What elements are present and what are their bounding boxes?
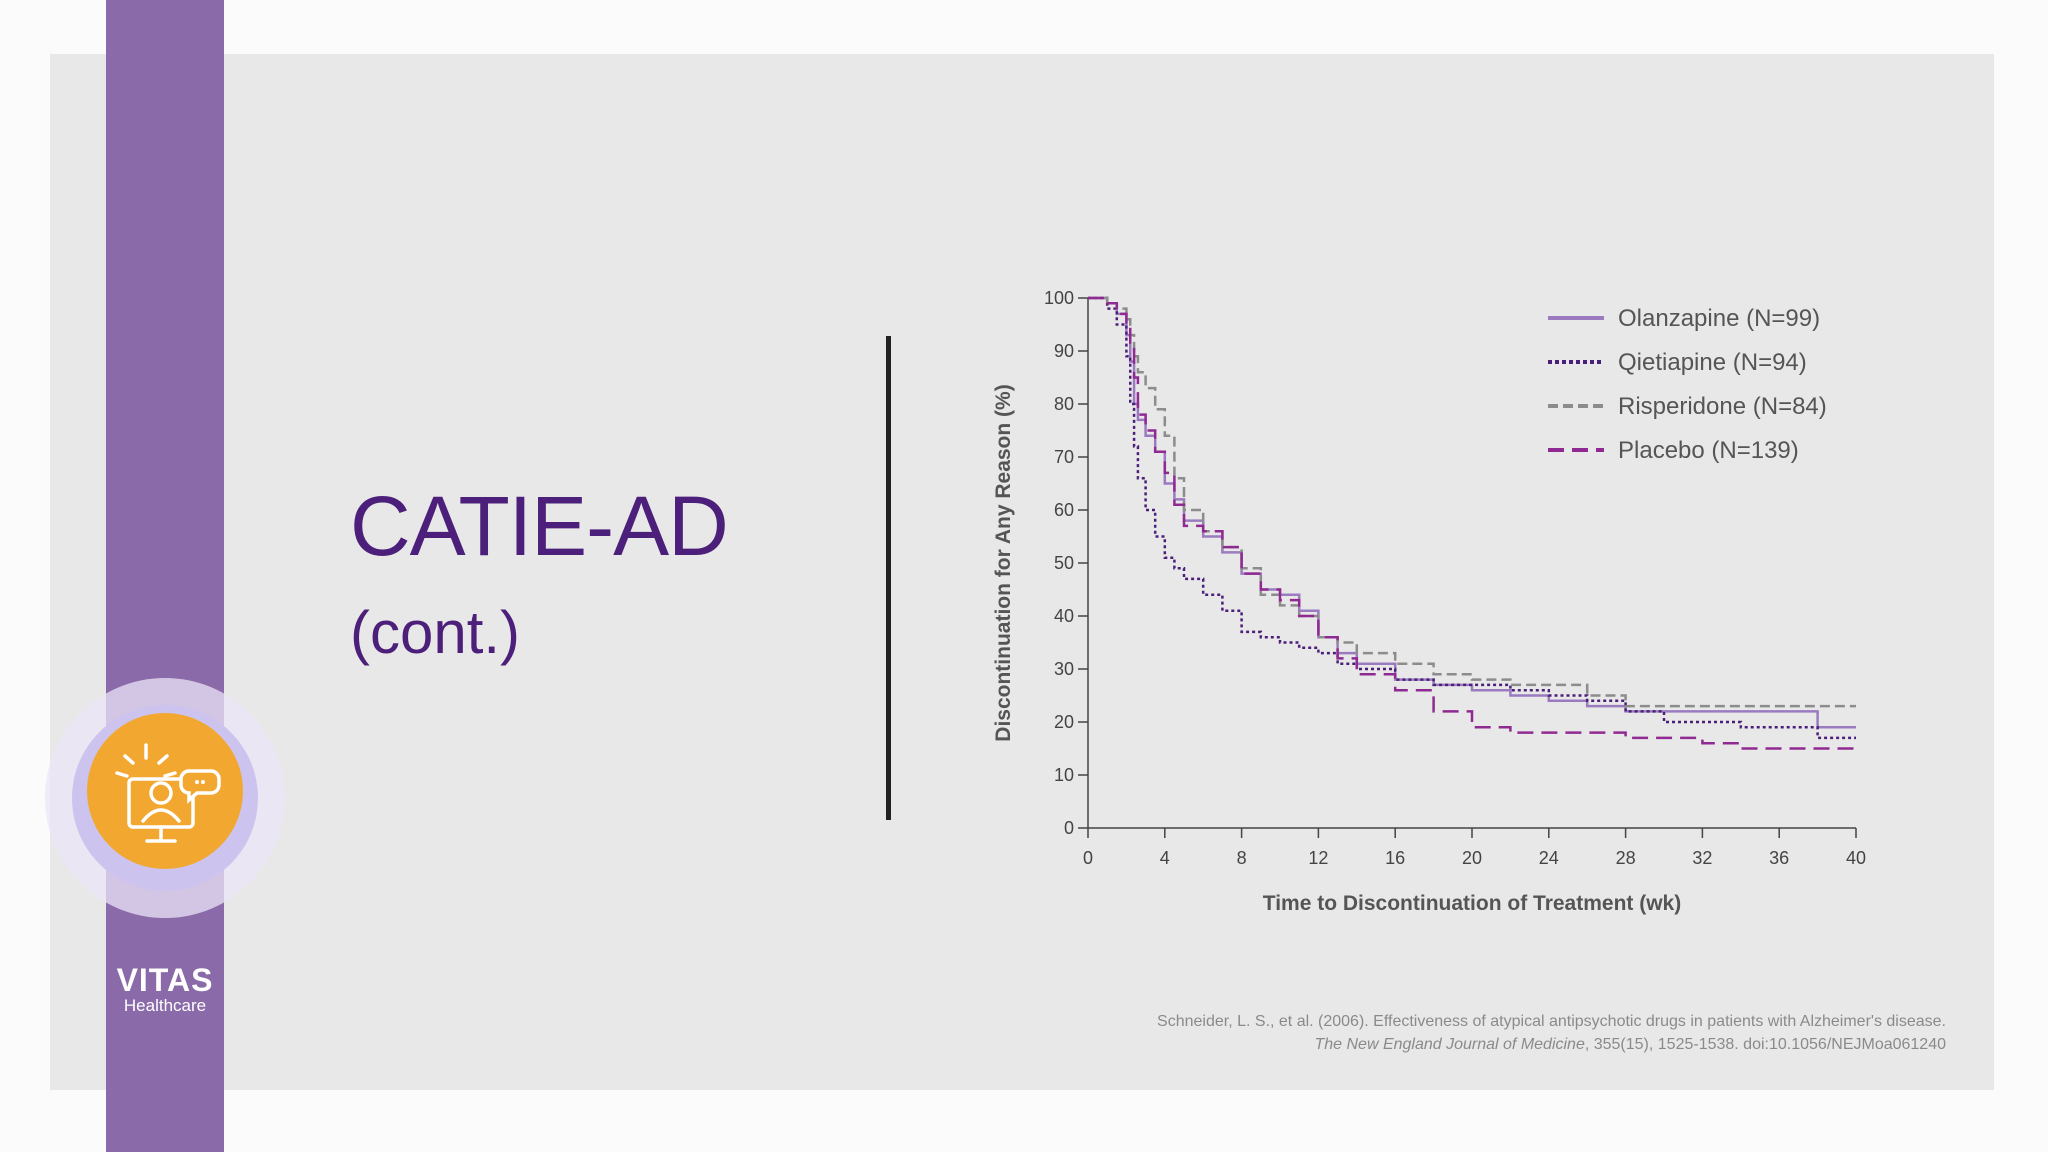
x-tick-label: 16: [1385, 848, 1405, 868]
slide-title: CATIE-AD: [350, 479, 729, 573]
x-tick-label: 4: [1160, 848, 1170, 868]
legend-label: Qietiapine (N=94): [1618, 349, 1807, 376]
slide-panel: [50, 54, 1994, 1090]
x-tick-label: 28: [1616, 848, 1636, 868]
citation-journal: The New England Journal of Medicine: [1314, 1036, 1585, 1053]
y-tick-label: 90: [1054, 341, 1074, 361]
y-tick-label: 20: [1054, 712, 1074, 732]
series-line-placebo: [1088, 296, 1856, 750]
y-tick-label: 70: [1054, 447, 1074, 467]
slide-subtitle: (cont.): [350, 599, 521, 666]
vitas-logo-subtitle: Healthcare: [123, 996, 207, 1015]
y-tick-label: 10: [1054, 765, 1074, 785]
citation-details: , 355(15), 1525-1538. doi:10.1056/NEJMoa…: [1584, 1036, 1946, 1053]
y-tick-label: 100: [1044, 288, 1074, 308]
y-tick-label: 40: [1054, 606, 1074, 626]
x-tick-label: 8: [1237, 848, 1247, 868]
purple-accent-band: [106, 0, 224, 1152]
x-tick-label: 40: [1846, 848, 1866, 868]
citation-line-2: The New England Journal of Medicine, 355…: [1314, 1036, 1946, 1054]
icon-badge: [87, 713, 243, 869]
x-tick-label: 36: [1769, 848, 1789, 868]
person-at-computer-icon: [115, 743, 221, 843]
y-tick-label: 80: [1054, 394, 1074, 414]
legend-label: Placebo (N=139): [1618, 437, 1799, 464]
y-tick-label: 50: [1054, 553, 1074, 573]
y-tick-label: 30: [1054, 659, 1074, 679]
legend-label: Olanzapine (N=99): [1618, 305, 1820, 332]
legend-label: Risperidone (N=84): [1618, 393, 1827, 420]
x-tick-label: 32: [1692, 848, 1712, 868]
x-tick-label: 0: [1083, 848, 1093, 868]
y-tick-label: 60: [1054, 500, 1074, 520]
x-tick-label: 24: [1539, 848, 1559, 868]
vertical-divider: [886, 336, 891, 820]
y-axis-label: Discontinuation for Any Reason (%): [992, 384, 1015, 741]
km-chart: 0 10 20 30 40 50 60 70 80 90 100 0 4 8 12 16 20 24 28 32 36 4…: [992, 288, 1866, 915]
citation-line-1: Schneider, L. S., et al. (2006). Effecti…: [1157, 1013, 1946, 1030]
x-axis-label: Time to Discontinuation of Treatment (wk…: [1263, 892, 1681, 915]
y-tick-label: 0: [1064, 818, 1074, 838]
x-tick-label: 12: [1308, 848, 1328, 868]
x-tick-label: 20: [1462, 848, 1482, 868]
vitas-logo: VITAS: [116, 962, 214, 998]
